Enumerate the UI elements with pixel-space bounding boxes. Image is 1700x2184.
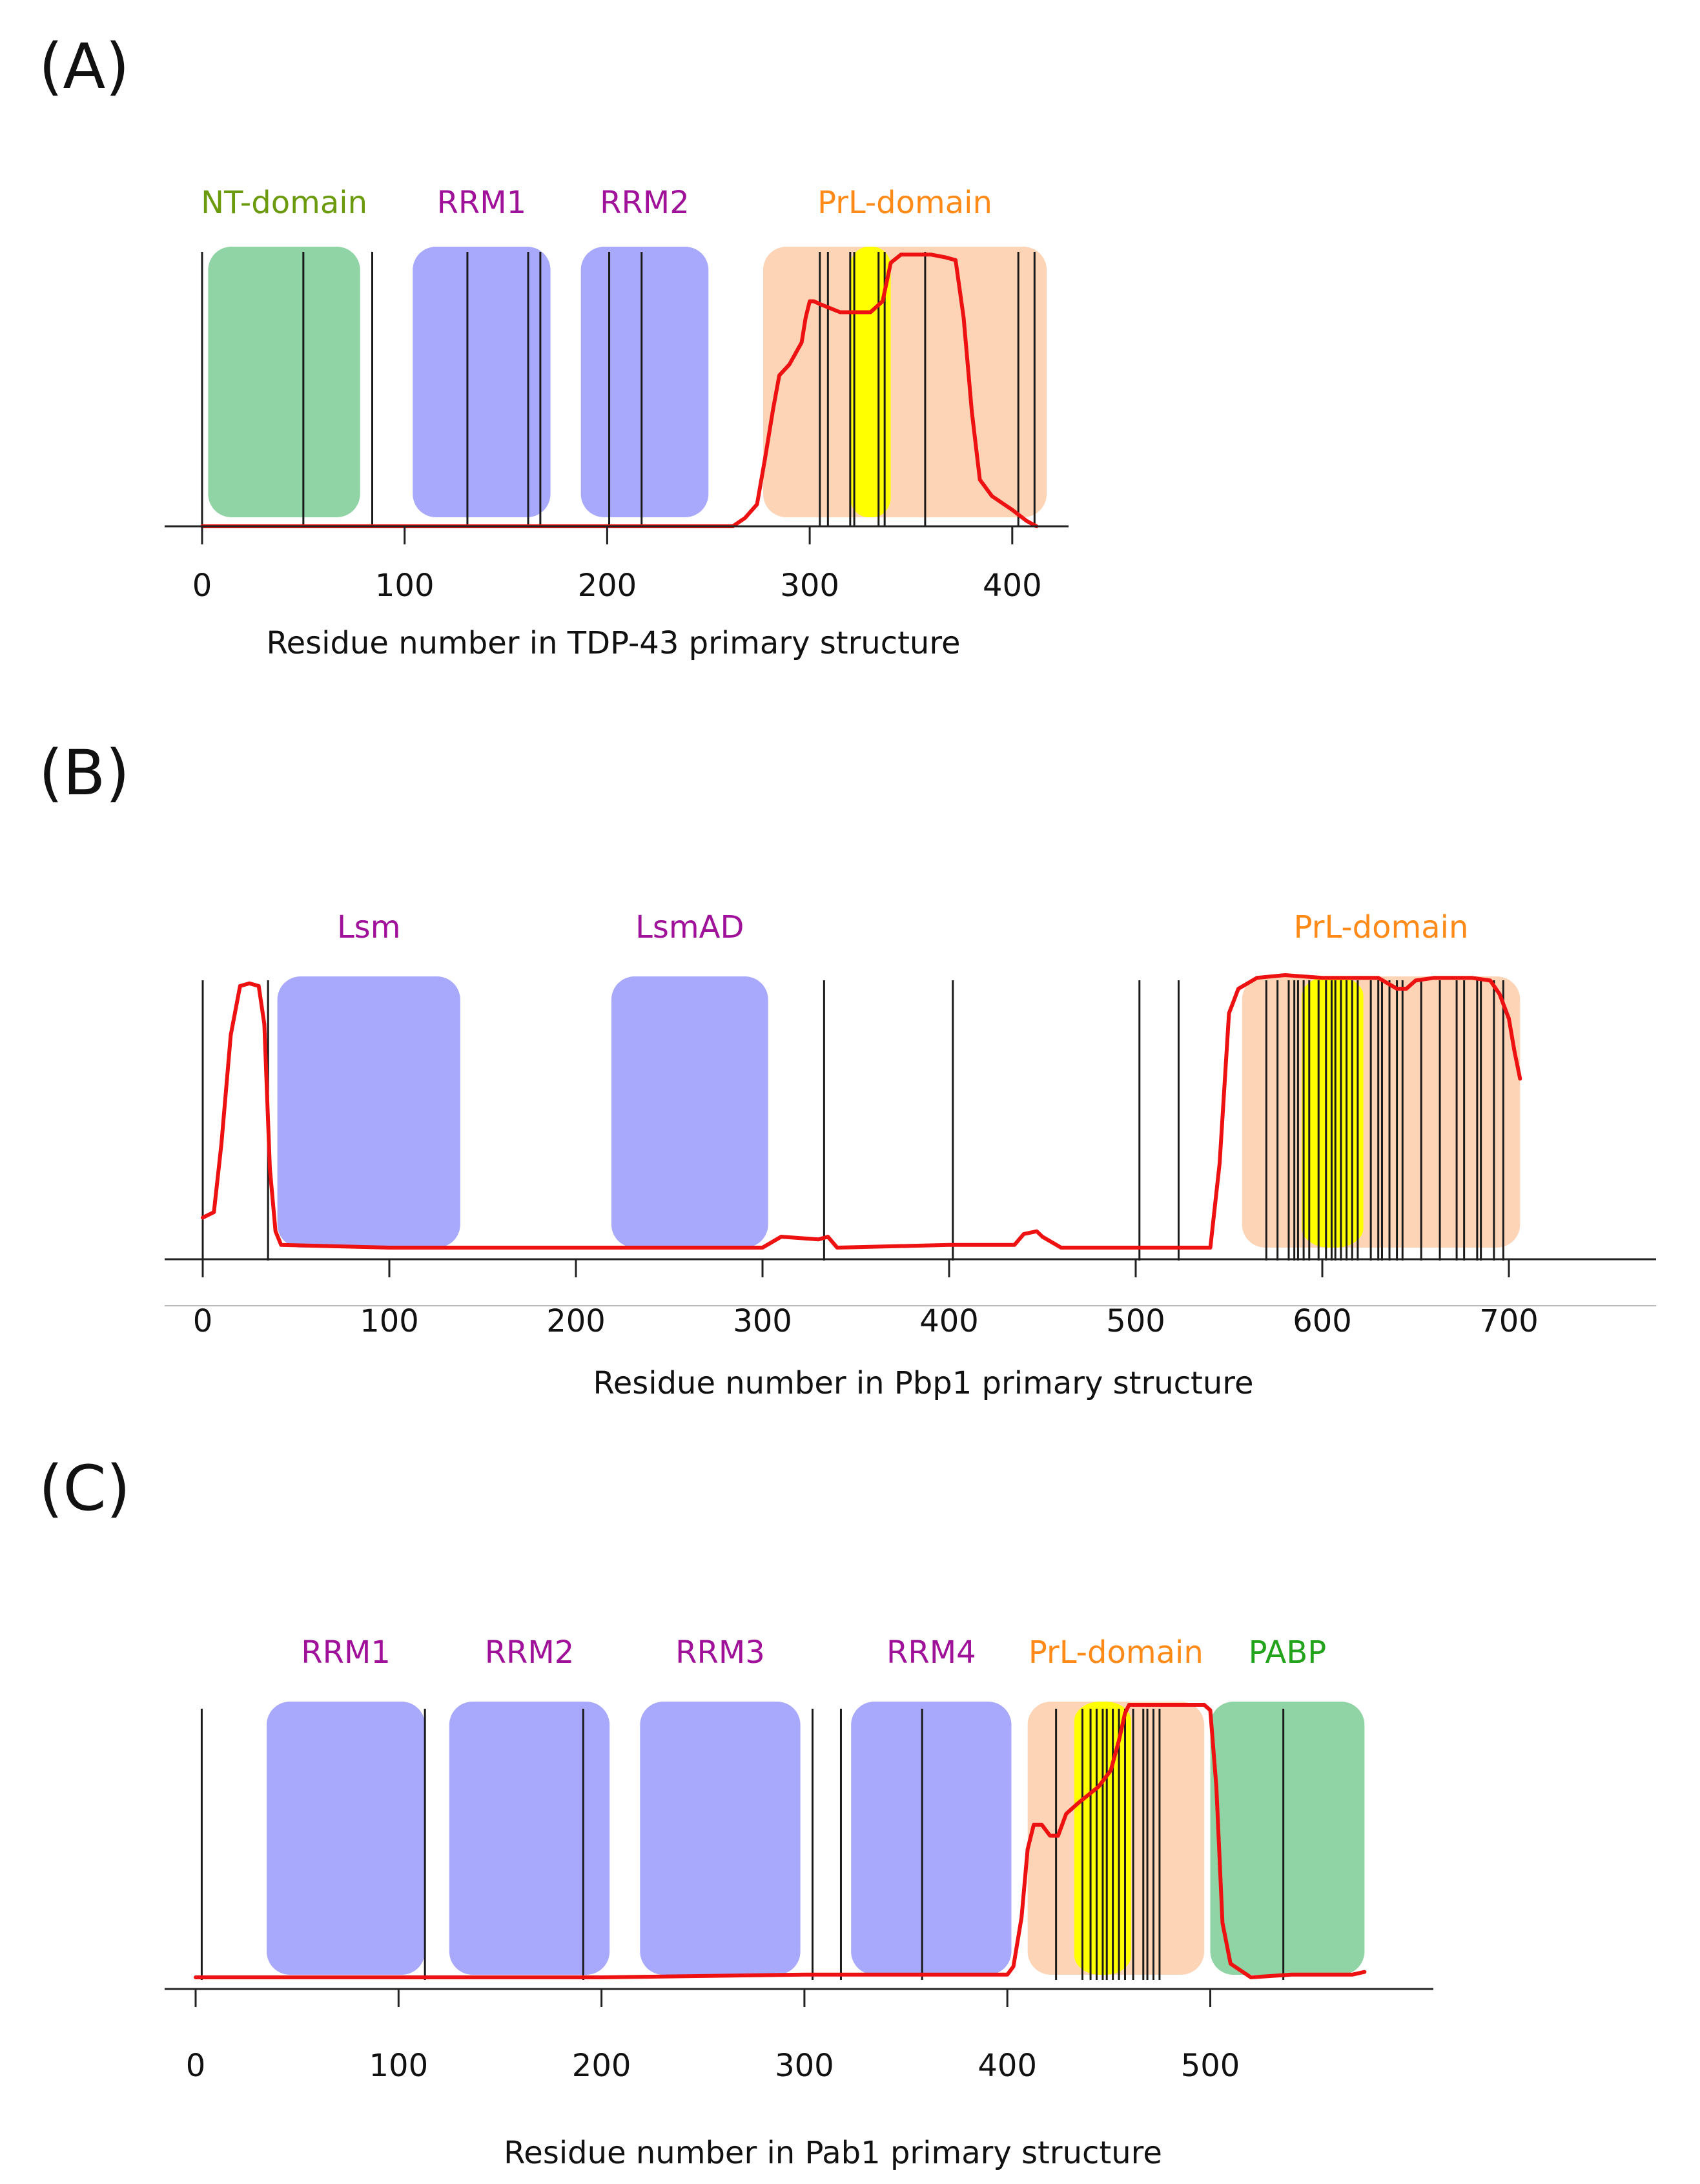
panel-c-domain-rrm4-label: RRM4 [886, 1634, 976, 1671]
panel-a: (A) NT-domain RRM1 RRM2 PrL-domain 0 100 200 3… [39, 30, 1069, 661]
panel-a-highlight [850, 247, 891, 517]
panel-c-disorder-profile-line [194, 1703, 1367, 1979]
panel-c-x-tick-label-0: 0 [186, 2048, 206, 2084]
panel-c-x-tick-label-5: 500 [1181, 2048, 1240, 2084]
panel-a-domain-nt-domain-label: NT-domain [201, 185, 367, 221]
panel-c-domain-rrm2-label: RRM2 [485, 1634, 575, 1671]
panel-c-domain-rrm3-label: RRM3 [675, 1634, 765, 1671]
panel-b-axis: 0 100 200 300 400 500 600 700 [165, 1258, 1656, 1339]
panel-c-x-axis-title: Residue number in Pab1 primary structure [504, 2135, 1162, 2171]
panel-a-marker-lines [201, 252, 1036, 526]
panel-a-domain-rrm1-box [413, 247, 551, 517]
panel-a-disorder-profile [200, 252, 1039, 528]
panel-b: (B) Lsm LsmAD PrL-domain 0 100 200 300 400 500 6… [39, 737, 1656, 1401]
panel-c-marker-lines [200, 1709, 1285, 1980]
panel-c-domain-rrm3-box [640, 1702, 801, 1975]
panel-c-domains: RRM1 RRM2 RRM3 RRM4 PrL-domain PABP [267, 1634, 1365, 1975]
panel-b-disorder-profile [201, 973, 1522, 1250]
panel-b-marker-lines [201, 980, 1504, 1261]
panel-b-x-axis-title: Residue number in Pbp1 primary structure [593, 1365, 1254, 1401]
panel-c-domain-pabp-box [1210, 1702, 1365, 1975]
panel-a-domain-rrm1-label: RRM1 [437, 185, 527, 221]
panel-c-disorder-profile [194, 1703, 1367, 1979]
panel-c-domain-rrm2-box [449, 1702, 610, 1975]
panel-a-domain-nt-domain-box [208, 247, 360, 517]
panel-a-disorder-profile-line [200, 252, 1039, 528]
panel-a-domain-rrm2-label: RRM2 [600, 185, 690, 221]
panel-a-x-axis-title: Residue number in TDP-43 primary structu… [266, 625, 960, 661]
panel-c-x-tick-label-4: 400 [978, 2048, 1037, 2084]
panel-c-x-tick-label-3: 300 [775, 2048, 834, 2084]
panel-a-domain-prl-domain-box [763, 247, 1047, 517]
panel-a-x-tick-label-3: 300 [780, 568, 839, 604]
panel-b-x-tick-label-5: 500 [1106, 1303, 1165, 1339]
panel-a-highlight-band [850, 247, 891, 517]
panel-b-domain-prl-domain-label: PrL-domain [1294, 909, 1469, 945]
panel-b-x-tick-label-6: 600 [1293, 1303, 1352, 1339]
panel-b-domain-lsm-label: Lsm [337, 909, 401, 945]
panel-b-label: (B) [39, 737, 130, 809]
panel-a-x-tick-label-0: 0 [192, 568, 212, 604]
panel-c-domain-prl-domain-label: PrL-domain [1029, 1634, 1203, 1671]
panel-c-domain-rrm1-box [267, 1702, 425, 1975]
panel-a-domain-rrm2-box [580, 247, 709, 517]
panel-a-x-tick-label-1: 100 [375, 568, 435, 604]
panel-c-x-tick-label-2: 200 [572, 2048, 631, 2084]
panel-b-domain-lsmad-label: LsmAD [635, 909, 744, 945]
panel-b-x-tick-label-1: 100 [360, 1303, 419, 1339]
panel-a-axis: 0 100 200 300 400 [165, 525, 1069, 604]
panel-b-disorder-profile-line [201, 973, 1522, 1250]
panel-b-x-tick-label-0: 0 [193, 1303, 213, 1339]
panel-b-x-tick-label-3: 300 [733, 1303, 792, 1339]
panel-c-axis: 0 100 200 300 400 500 [165, 1988, 1433, 2084]
panel-a-domains: NT-domain RRM1 RRM2 PrL-domain [201, 185, 1047, 517]
panel-b-domain-lsmad-box [611, 976, 768, 1248]
panel-c-domain-rrm1-label: RRM1 [301, 1634, 391, 1671]
panel-c-domain-pabp-label: PABP [1249, 1634, 1327, 1671]
panel-b-x-tick-label-7: 700 [1479, 1303, 1539, 1339]
panel-c-x-tick-label-1: 100 [369, 2048, 428, 2084]
panel-b-x-tick-label-2: 200 [546, 1303, 606, 1339]
panel-a-label: (A) [39, 30, 130, 103]
panel-c: (C) RRM1 RRM2 RRM3 RRM4 PrL-domain PABP 0 100 2… [39, 1452, 1433, 2171]
panel-c-domain-rrm4-box [851, 1702, 1012, 1975]
panel-b-domain-lsm-box [277, 976, 460, 1248]
panel-c-label: (C) [39, 1452, 130, 1525]
panel-b-x-tick-label-4: 400 [919, 1303, 979, 1339]
panel-a-domain-prl-domain-label: PrL-domain [817, 185, 992, 221]
panel-a-x-tick-label-2: 200 [578, 568, 637, 604]
panel-a-x-tick-label-4: 400 [983, 568, 1042, 604]
